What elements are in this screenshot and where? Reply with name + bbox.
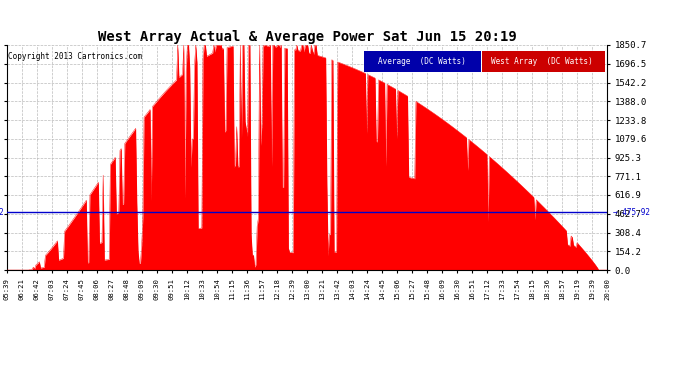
FancyBboxPatch shape: [482, 51, 605, 72]
FancyBboxPatch shape: [364, 51, 481, 72]
Text: → 475.92: → 475.92: [613, 208, 650, 217]
Text: 475.92: 475.92: [0, 208, 4, 217]
Text: West Array  (DC Watts): West Array (DC Watts): [491, 57, 593, 66]
Text: Copyright 2013 Cartronics.com: Copyright 2013 Cartronics.com: [8, 52, 141, 61]
Title: West Array Actual & Average Power Sat Jun 15 20:19: West Array Actual & Average Power Sat Ju…: [98, 30, 516, 44]
Text: Average  (DC Watts): Average (DC Watts): [378, 57, 466, 66]
